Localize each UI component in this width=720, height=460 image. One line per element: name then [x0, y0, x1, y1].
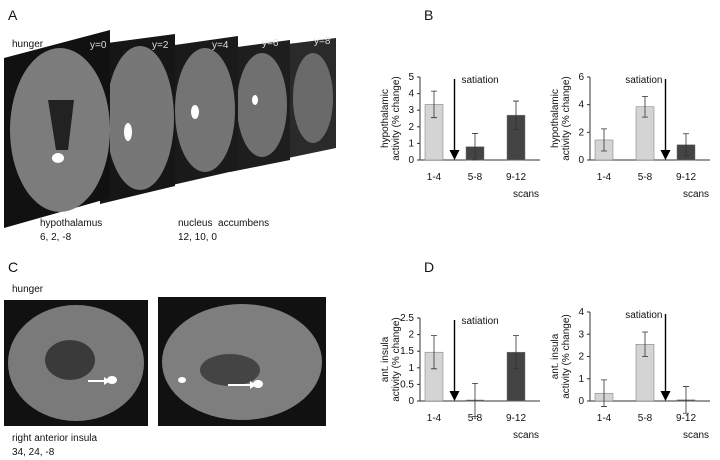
x-axis-label: scans: [683, 430, 709, 441]
y-tick-label: 2.5: [400, 313, 414, 324]
y-tick-label: 0: [408, 155, 414, 166]
y-axis-label: activity (% change): [391, 76, 402, 160]
panel-letter: D: [424, 259, 434, 275]
y-axis-label: ant. insula: [550, 333, 561, 379]
slice-label: y=6: [262, 38, 279, 49]
y-tick-label: 0: [578, 155, 584, 166]
y-tick-label: 1: [408, 363, 414, 374]
x-tick-label: 5-8: [638, 172, 653, 183]
error-bar: [472, 133, 478, 161]
y-tick-label: 4: [578, 307, 584, 318]
error-bar: [513, 335, 519, 370]
condition: hunger: [12, 39, 44, 50]
error-bar: [513, 100, 519, 130]
y-tick-label: 2: [408, 330, 414, 341]
x-tick-label: 9-12: [506, 413, 526, 424]
y-tick-label: 4: [578, 100, 584, 111]
y-tick-label: 3: [408, 105, 414, 116]
error-bar: [642, 331, 648, 357]
y-tick-label: 1: [408, 138, 414, 149]
y-tick-label: 1: [578, 374, 584, 385]
x-tick-label: 5-8: [468, 413, 483, 424]
y-axis-label: hypothalamic: [550, 89, 561, 148]
y-tick-label: 0: [408, 396, 414, 407]
y-tick-label: 0: [578, 396, 584, 407]
panel-letter: A: [8, 7, 18, 23]
y-tick-label: 4: [408, 89, 414, 100]
x-tick-label: 5-8: [468, 172, 483, 183]
region-coords: 6, 2, -8: [40, 232, 72, 243]
x-tick-label: 1-4: [597, 172, 612, 183]
y-axis-label: hypothalamic: [380, 89, 391, 148]
y-tick-label: 3: [578, 329, 584, 340]
x-tick-label: 9-12: [506, 172, 526, 183]
y-axis-label: activity (% change): [561, 76, 572, 160]
arrow-head: [660, 150, 671, 160]
error-bar: [431, 335, 437, 370]
slice-label: y=4: [212, 40, 229, 51]
slice-stack: [4, 30, 336, 228]
y-tick-label: 0.5: [400, 379, 414, 390]
error-bar: [683, 386, 689, 414]
x-axis-label: scans: [513, 430, 539, 441]
y-tick-label: 2: [578, 127, 584, 138]
panel-letter: B: [424, 7, 433, 23]
arrow-head: [660, 391, 671, 401]
error-bar: [642, 95, 648, 118]
region-name: right anterior insula: [12, 433, 97, 444]
error-bar: [601, 128, 607, 152]
y-tick-label: 6: [578, 72, 584, 83]
y-axis-label: ant. insula: [380, 336, 391, 382]
annotation: satiation: [625, 310, 662, 321]
condition: hunger: [12, 284, 44, 295]
arrow-head: [449, 391, 460, 401]
y-axis-label: activity (% change): [391, 317, 402, 401]
insula-images: [4, 297, 326, 426]
x-axis-label: scans: [683, 189, 709, 200]
y-tick-label: 2: [578, 352, 584, 363]
region-name: hypothalamus: [40, 218, 102, 229]
x-tick-label: 1-4: [597, 413, 612, 424]
x-tick-label: 1-4: [427, 413, 442, 424]
error-bar: [472, 383, 478, 418]
annotation: satiation: [462, 75, 499, 86]
slice-label: y=8: [314, 36, 331, 47]
x-tick-label: 1-4: [427, 172, 442, 183]
annotation: satiation: [625, 75, 662, 86]
arrow-head: [449, 150, 460, 160]
slice-label: y=2: [152, 40, 169, 51]
error-bar: [683, 133, 689, 157]
y-tick-label: 1.5: [400, 346, 414, 357]
region-coords: 12, 10, 0: [178, 232, 217, 243]
region-name: nucleus accumbens: [178, 218, 269, 229]
slice-label: y=0: [90, 40, 107, 51]
x-tick-label: 9-12: [676, 413, 696, 424]
y-tick-label: 5: [408, 72, 414, 83]
panel-letter: C: [8, 259, 18, 275]
x-tick-label: 9-12: [676, 172, 696, 183]
error-bar: [431, 90, 437, 119]
y-axis-label: activity (% change): [561, 314, 572, 398]
region-coords: 34, 24, -8: [12, 447, 55, 458]
error-bar: [601, 379, 607, 407]
x-axis-label: scans: [513, 189, 539, 200]
y-tick-label: 2: [408, 122, 414, 133]
x-tick-label: 5-8: [638, 413, 653, 424]
annotation: satiation: [462, 316, 499, 327]
